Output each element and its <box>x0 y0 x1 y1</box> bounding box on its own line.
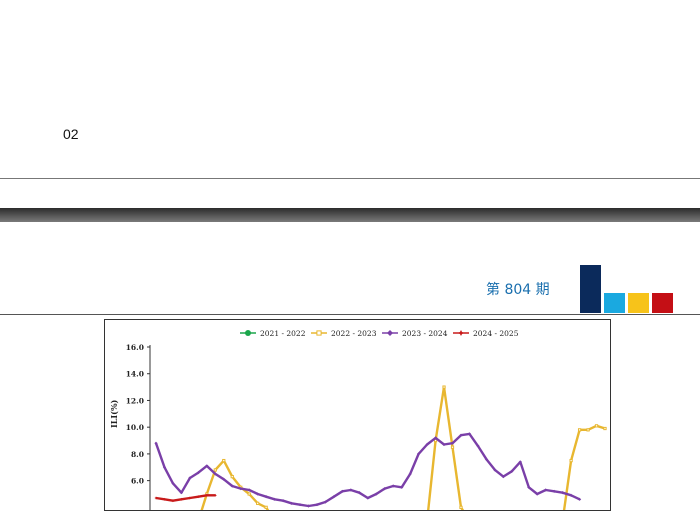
series-line-1 <box>199 385 606 514</box>
logo-bar-yellow <box>628 293 649 313</box>
series-2-point <box>544 488 548 492</box>
series-2-point <box>561 491 565 495</box>
series-3-point <box>196 495 200 499</box>
y-tick-label: 16.0 <box>126 343 144 352</box>
y-tick-label: 6.0 <box>131 477 144 486</box>
series-2-point <box>391 484 395 488</box>
series-2-point <box>196 471 200 475</box>
series-1-point <box>569 458 573 463</box>
legend-label-3: 2024 - 2025 <box>473 329 519 338</box>
page-separator-band <box>0 208 700 222</box>
series-3-point <box>188 496 192 500</box>
header-bottom-rule <box>0 314 700 315</box>
legend-marker-2 <box>387 330 393 336</box>
series-1-point <box>450 445 455 449</box>
y-tick-label: 14.0 <box>126 370 144 379</box>
divider-line <box>0 178 700 179</box>
series-2-point <box>476 444 480 448</box>
series-line-2 <box>154 432 581 508</box>
legend-marker-3 <box>458 330 464 336</box>
series-2-point <box>366 496 370 500</box>
series-2-point <box>518 460 522 464</box>
series-2-point <box>264 495 268 499</box>
series-2-point <box>577 497 582 501</box>
series-1-point <box>594 424 599 428</box>
series-3-point <box>154 496 158 500</box>
series-1-point <box>247 492 251 496</box>
series-2-point <box>374 492 378 496</box>
series-3-point <box>162 497 167 501</box>
series-2-point <box>493 468 497 472</box>
series-3-point <box>179 497 184 501</box>
series-2-point <box>205 464 209 468</box>
series-2-point <box>213 472 217 476</box>
series-2-point <box>450 441 455 445</box>
logo-bar-cyan <box>604 293 625 313</box>
series-2-point <box>467 432 472 436</box>
series-2-point <box>230 484 234 488</box>
series-2-point <box>459 433 463 437</box>
logo-bar-navy <box>580 265 601 313</box>
series-2-point <box>535 492 539 496</box>
series-1-point <box>459 505 463 509</box>
series-1-point <box>213 468 217 472</box>
series-2-point <box>408 472 412 476</box>
chart-svg: 16.0 14.0 12.0 10.0 8.0 6.0 ILI(%) 2021 - 2022 2… <box>109 329 607 514</box>
series-2-point <box>433 436 438 440</box>
logo-bar-red <box>652 293 673 313</box>
series-1-point <box>586 428 590 432</box>
legend-marker-1 <box>316 330 322 336</box>
issue-number: 第 804 期 <box>486 282 550 298</box>
y-axis-label: ILI(%) <box>109 399 119 427</box>
legend-marker-0 <box>245 330 251 336</box>
series-2-point <box>349 488 353 492</box>
series-2-point <box>501 475 505 479</box>
legend-label-2: 2023 - 2024 <box>402 329 448 338</box>
page-top-area <box>0 0 700 178</box>
series-3-point <box>213 493 217 497</box>
series-2-point <box>162 465 167 469</box>
series-2-point <box>188 476 192 480</box>
ili-chart: 16.0 14.0 12.0 10.0 8.0 6.0 ILI(%) 2021 - 2022 2… <box>104 319 611 514</box>
series-2-point <box>417 452 421 456</box>
legend-label-1: 2022 - 2023 <box>331 329 377 338</box>
page-number: 02 <box>63 126 79 142</box>
brand-logo <box>580 263 674 313</box>
series-2-point <box>256 492 260 496</box>
series-1-point <box>264 505 268 509</box>
series-1-point <box>222 458 226 463</box>
series-3-point <box>205 493 209 497</box>
legend-label-0: 2021 - 2022 <box>260 329 306 338</box>
series-1-point <box>256 501 260 505</box>
series-1-point <box>442 385 446 389</box>
series-1-point <box>577 428 582 432</box>
series-1-point <box>603 426 607 431</box>
y-tick-label: 12.0 <box>126 396 144 405</box>
series-2-point <box>247 488 251 492</box>
y-tick-label: 8.0 <box>131 450 144 459</box>
series-1-point <box>230 474 234 479</box>
y-tick-label: 10.0 <box>126 423 144 432</box>
series-2-point <box>527 485 531 489</box>
